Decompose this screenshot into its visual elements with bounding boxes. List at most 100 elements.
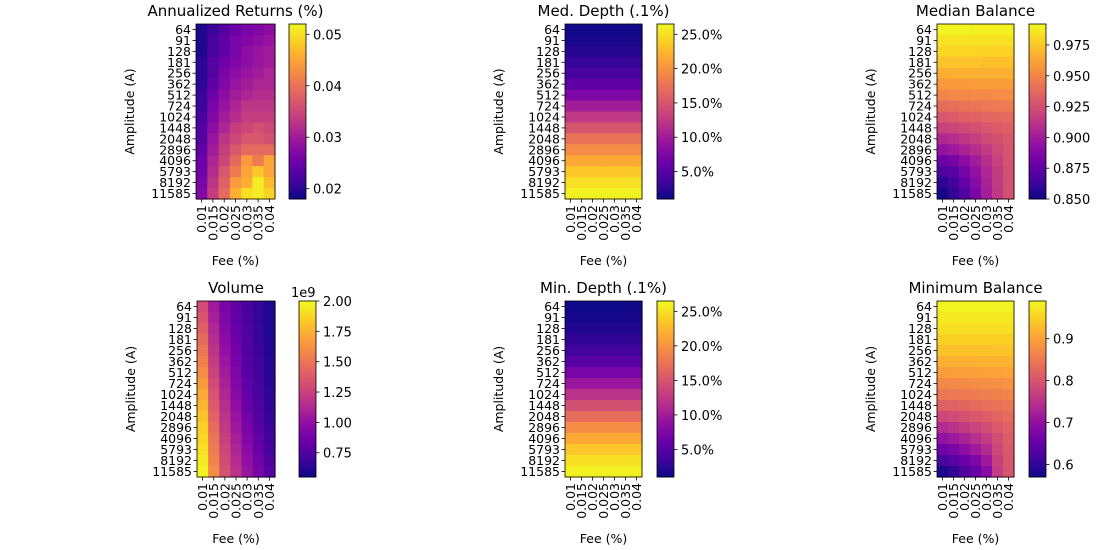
colorbar-segment bbox=[1029, 41, 1046, 45]
heatmap-cell bbox=[598, 356, 610, 368]
heatmap-cell bbox=[208, 312, 220, 324]
heatmap-cell bbox=[620, 45, 632, 58]
colorbar-segment bbox=[299, 378, 316, 381]
colorbar-segment bbox=[1029, 439, 1046, 443]
heatmap-cell bbox=[609, 34, 621, 47]
heatmap-cell bbox=[252, 177, 265, 189]
colorbar-segment bbox=[289, 124, 306, 128]
heatmap-cell bbox=[948, 378, 960, 390]
colorbar-segment bbox=[657, 135, 674, 139]
heatmap-cell bbox=[576, 89, 588, 102]
colorbar-segment bbox=[1029, 133, 1046, 137]
colorbar-segment bbox=[1029, 389, 1046, 392]
y-tick-label: 11585 bbox=[152, 464, 192, 479]
colorbar-segment bbox=[657, 439, 674, 443]
colorbar-segment bbox=[657, 166, 674, 169]
heatmap-cell bbox=[218, 100, 231, 113]
heatmap-cell bbox=[576, 422, 588, 434]
y-tick-label: 512 bbox=[167, 88, 191, 103]
colorbar-segment bbox=[657, 389, 674, 392]
heatmap-cell bbox=[219, 422, 232, 434]
y-tick-label: 5793 bbox=[900, 164, 932, 179]
colorbar-segment bbox=[657, 450, 674, 454]
colorbar-segment bbox=[1029, 408, 1046, 412]
colorbar-segment bbox=[657, 325, 674, 328]
heatmap-cells bbox=[196, 24, 276, 200]
y-tick-label: 128 bbox=[536, 321, 560, 336]
heatmap-cell bbox=[937, 400, 949, 412]
heatmap-cell bbox=[197, 367, 209, 379]
heatmap-cell bbox=[565, 34, 577, 47]
heatmap-cell bbox=[218, 45, 231, 58]
heatmap-cells bbox=[937, 301, 1015, 478]
heatmap-cell bbox=[598, 422, 610, 434]
colorbar-segment bbox=[1029, 419, 1046, 423]
heatmap-cell bbox=[970, 78, 982, 91]
heatmap-cell bbox=[229, 155, 242, 167]
y-tick-label: 256 bbox=[167, 66, 191, 81]
colorbar-segment bbox=[657, 194, 674, 198]
heatmap-cell bbox=[948, 166, 960, 178]
x-tick-label: 0.025 bbox=[968, 205, 983, 241]
colorbar-tick-label: 10.0% bbox=[681, 409, 722, 424]
colorbar-segment bbox=[657, 94, 674, 97]
heatmap-cell bbox=[587, 111, 599, 124]
heatmap-panel-3: Median Balance 64911281812563625127241024… bbox=[863, 2, 1090, 268]
heatmap-cell bbox=[598, 411, 610, 423]
colorbar-segment bbox=[299, 318, 316, 322]
colorbar-segment bbox=[657, 457, 674, 460]
colorbar-segment bbox=[1029, 378, 1046, 381]
heatmap-cell bbox=[620, 378, 632, 390]
colorbar-segment bbox=[299, 466, 316, 469]
heatmap-cell bbox=[631, 345, 643, 357]
heatmap-cell bbox=[207, 45, 220, 58]
colorbar-segment bbox=[1029, 170, 1046, 174]
colorbar-segment bbox=[1029, 91, 1046, 95]
colorbar-tick-label: 5.0% bbox=[681, 166, 714, 181]
heatmap-cell bbox=[197, 411, 209, 423]
heatmap-cell bbox=[992, 301, 1004, 313]
heatmap-cell bbox=[252, 312, 265, 324]
colorbar-segment bbox=[657, 369, 674, 372]
heatmap-cell bbox=[1003, 34, 1015, 47]
heatmap-cell bbox=[981, 133, 993, 145]
x-tick-label: 0.025 bbox=[596, 205, 611, 241]
colorbar-segment bbox=[1029, 32, 1046, 36]
heatmap-cell bbox=[598, 45, 610, 58]
heatmap-cell bbox=[948, 45, 960, 58]
x-tick-label: 0.025 bbox=[229, 483, 244, 519]
y-axis-label: Amplitude (A) bbox=[863, 346, 878, 432]
heatmap-cell bbox=[252, 323, 265, 335]
colorbar-segment bbox=[299, 323, 316, 326]
colorbar-segment bbox=[289, 164, 306, 167]
heatmap-cell bbox=[992, 444, 1004, 456]
heatmap-cell bbox=[576, 78, 588, 91]
heatmap-cell bbox=[207, 78, 220, 91]
heatmap-cell bbox=[981, 433, 993, 445]
y-tick-label: 5793 bbox=[528, 164, 560, 179]
colorbar-segment bbox=[1029, 356, 1046, 359]
colorbar-segment bbox=[299, 472, 316, 476]
heatmap-cell bbox=[992, 111, 1004, 124]
heatmap-panel-1: Annualized Returns (%) 649112818125636251… bbox=[122, 2, 342, 268]
heatmap-cell bbox=[948, 411, 960, 423]
heatmap-cell bbox=[1003, 411, 1015, 423]
heatmap-cell bbox=[576, 301, 588, 313]
heatmap-cell bbox=[576, 312, 588, 324]
y-tick-label: 5793 bbox=[160, 442, 192, 457]
colorbar-segment bbox=[289, 177, 306, 180]
colorbar-segment bbox=[1029, 80, 1046, 84]
colorbar-segment bbox=[1029, 457, 1046, 460]
heatmap-cell bbox=[992, 188, 1004, 200]
colorbar-segment bbox=[289, 24, 306, 27]
colorbar-segment bbox=[1029, 142, 1046, 145]
heatmap-cell bbox=[948, 100, 960, 113]
colorbar: 0.02 0.03 0.04 0.05 bbox=[288, 23, 342, 200]
heatmap-cell bbox=[631, 411, 643, 423]
heatmap-cell bbox=[218, 155, 231, 167]
heatmap-cell bbox=[609, 67, 621, 80]
x-tick-label: 0.01 bbox=[195, 483, 210, 511]
heatmap-cell bbox=[229, 67, 242, 80]
colorbar: 0.850 0.875 0.900 0.925 0.950 0.975 bbox=[1028, 23, 1090, 208]
heatmap-cell bbox=[981, 56, 993, 69]
